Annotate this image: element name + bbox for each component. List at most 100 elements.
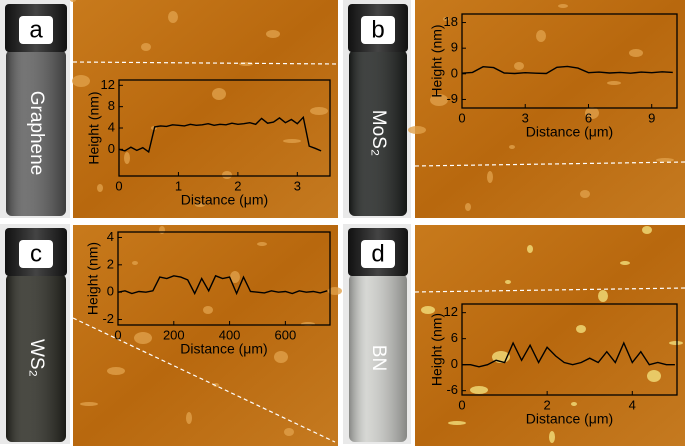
- afm-flake: [124, 152, 130, 164]
- afm-flake: [514, 62, 524, 70]
- scan-line: [72, 61, 339, 65]
- afm-flake: [310, 107, 328, 115]
- afm-flake: [159, 226, 165, 234]
- afm-image: [73, 0, 338, 218]
- sample-label: WS₂: [26, 339, 47, 377]
- afm-flake: [585, 107, 599, 119]
- afm-flake: [72, 75, 90, 87]
- afm-flake: [580, 190, 590, 198]
- panel-label: d: [371, 240, 384, 267]
- profile-line: [118, 115, 322, 154]
- afm-flake: [212, 88, 226, 100]
- afm-image: [73, 225, 338, 446]
- y-axis-label: Height (nm): [429, 313, 445, 386]
- y-tick-label: 0: [108, 141, 115, 156]
- plot-frame: [461, 303, 678, 396]
- x-tick-label: 3: [294, 178, 301, 193]
- y-tick-label: -6: [446, 382, 458, 397]
- x-tick-label: 0: [458, 110, 465, 125]
- panel-label-box: [19, 240, 53, 268]
- x-tick-label: 0: [115, 178, 122, 193]
- afm-flake: [70, 0, 76, 2]
- afm-flake: [443, 17, 449, 21]
- plot-frame: [461, 13, 678, 109]
- x-tick-label: 4: [629, 397, 636, 412]
- afm-flake: [465, 203, 471, 211]
- afm-flake: [230, 271, 240, 283]
- afm-flake: [195, 203, 205, 207]
- x-tick-label: 9: [648, 110, 655, 125]
- panel-label-box: [19, 16, 53, 44]
- sample-label: MoS₂: [368, 110, 389, 156]
- profile-line: [117, 274, 328, 296]
- x-tick-label: 2: [234, 178, 241, 193]
- y-tick-label: 2: [107, 256, 114, 271]
- afm-flake: [239, 62, 253, 66]
- afm-flake: [141, 43, 151, 51]
- y-axis-label: Height (nm): [85, 242, 101, 315]
- x-tick-label: 200: [163, 327, 185, 342]
- sample-label: BN: [368, 345, 389, 371]
- y-tick-label: 8: [108, 98, 115, 113]
- y-tick-label: 0: [451, 65, 458, 80]
- afm-flake: [213, 383, 219, 387]
- x-axis-label: Distance (μm): [180, 341, 267, 357]
- x-tick-label: 6: [585, 110, 592, 125]
- afm-flake: [549, 431, 555, 443]
- afm-flake: [132, 261, 138, 265]
- x-tick-label: 600: [275, 327, 297, 342]
- plot-frame: [117, 231, 331, 326]
- afm-flake: [284, 428, 294, 436]
- y-tick-label: 18: [444, 14, 458, 29]
- profile-line: [461, 65, 673, 75]
- y-tick-label: 6: [451, 330, 458, 345]
- afm-flake: [620, 261, 630, 265]
- afm-flake: [470, 386, 488, 394]
- vial-glass: [6, 274, 66, 442]
- afm-flake: [642, 226, 652, 234]
- x-tick-label: 0: [458, 397, 465, 412]
- afm-flake: [629, 49, 643, 57]
- y-tick-label: 0: [107, 284, 114, 299]
- afm-flake: [571, 402, 577, 406]
- y-tick-label: 0: [451, 356, 458, 371]
- afm-image: [415, 0, 685, 218]
- afm-flake: [408, 126, 426, 134]
- afm-flake: [536, 30, 546, 42]
- afm-flake: [266, 30, 280, 38]
- panel-label: c: [30, 240, 42, 267]
- afm-flake: [669, 341, 683, 345]
- afm-flake: [448, 421, 466, 425]
- y-tick-label: 12: [444, 304, 458, 319]
- y-axis-label: Height (nm): [86, 91, 102, 164]
- y-tick-label: 12: [101, 77, 115, 92]
- afm-flake: [576, 325, 586, 333]
- afm-flake: [257, 242, 267, 246]
- afm-flake: [598, 290, 608, 302]
- profile-line: [462, 341, 675, 368]
- afm-flake: [283, 139, 301, 143]
- panel-label-box: [361, 240, 395, 268]
- x-tick-label: 3: [522, 110, 529, 125]
- vial-glass: [349, 50, 407, 216]
- y-tick-label: 4: [107, 229, 114, 244]
- afm-flake: [80, 402, 98, 406]
- afm-flake: [527, 245, 533, 253]
- afm-flake: [274, 351, 288, 363]
- afm-flake: [107, 367, 125, 375]
- vial-glass: [349, 274, 407, 442]
- afm-flake: [421, 306, 435, 314]
- x-axis-label: Distance (μm): [181, 192, 268, 208]
- y-tick-label: -9: [446, 91, 458, 106]
- afm-flake: [656, 158, 674, 162]
- afm-flake: [487, 171, 493, 183]
- panel-label-box: [361, 16, 395, 44]
- x-tick-label: 2: [544, 397, 551, 412]
- y-tick-label: 9: [451, 40, 458, 55]
- sample-label: Graphene: [26, 91, 47, 176]
- afm-flake: [607, 81, 621, 85]
- scan-line: [414, 161, 685, 167]
- panel-label: b: [371, 16, 384, 43]
- y-tick-label: -2: [102, 311, 114, 326]
